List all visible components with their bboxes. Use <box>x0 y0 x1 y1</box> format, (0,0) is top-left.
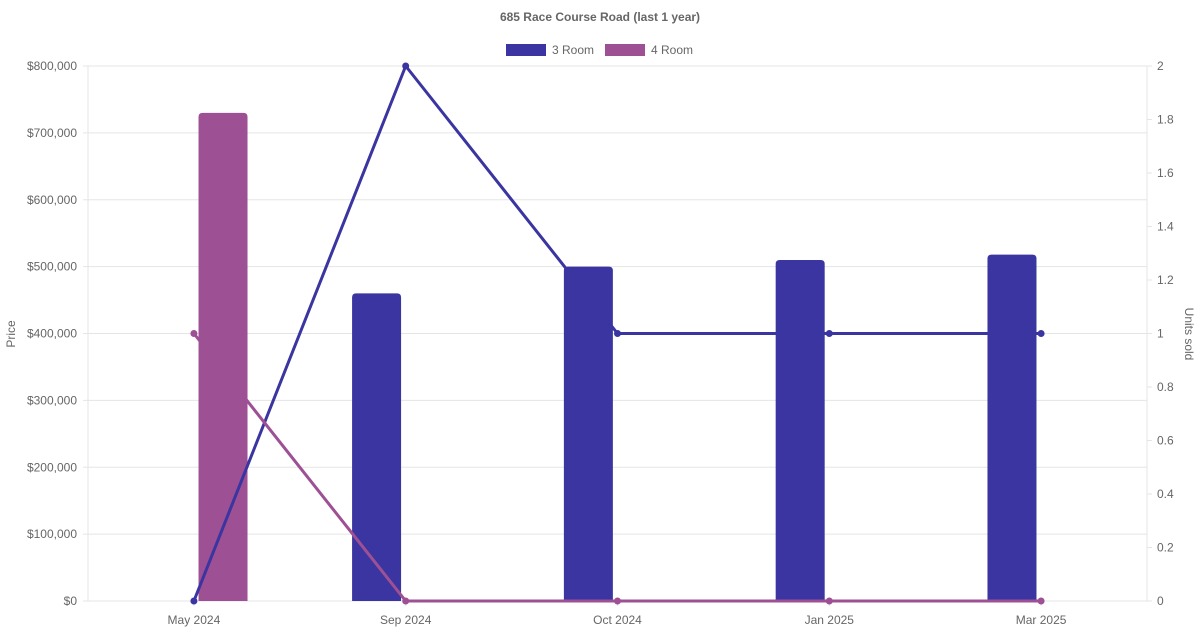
bar-3-room <box>352 293 402 601</box>
y-right-tick-label: 1 <box>1157 327 1164 341</box>
y-right-tick-label: 0.2 <box>1157 541 1174 555</box>
bar-3-room <box>563 266 613 601</box>
units-point-3-room <box>614 330 621 337</box>
y-right-tick-label: 2 <box>1157 59 1164 73</box>
legend-label-3-room: 3 Room <box>552 43 594 57</box>
unit-lines <box>190 62 1045 605</box>
units-point-3-room <box>402 62 410 70</box>
legend-swatch-3-room <box>506 44 546 56</box>
y-right-tick-label: 0.4 <box>1157 487 1174 501</box>
x-tick-label: Sep 2024 <box>380 613 432 627</box>
bar-3-room <box>775 259 825 601</box>
y-left-tick-label: $600,000 <box>27 193 77 207</box>
chart-title: 685 Race Course Road (last 1 year) <box>500 10 700 24</box>
y-left-tick-label: $400,000 <box>27 327 77 341</box>
y-right-tick-label: 1.2 <box>1157 273 1174 287</box>
units-point-3-room <box>825 330 833 337</box>
y-right-tick-label: 1.4 <box>1157 220 1174 234</box>
legend-swatch-4-room <box>605 44 645 56</box>
y-left-tick-label: $200,000 <box>27 460 77 474</box>
y-axis-left-title: Price <box>4 320 18 348</box>
units-point-4-room <box>190 330 198 337</box>
y-left-tick-label: $0 <box>64 594 78 608</box>
bar-3-room <box>987 254 1037 601</box>
y-right-tick-label: 1.8 <box>1157 113 1174 127</box>
y-left-tick-label: $700,000 <box>27 126 77 140</box>
units-point-3-room <box>1037 330 1045 337</box>
y-left-tick-label: $300,000 <box>27 393 77 407</box>
units-point-3-room <box>190 597 198 605</box>
y-right-tick-label: 0 <box>1157 594 1164 608</box>
y-left-tick-label: $500,000 <box>27 260 77 274</box>
y-left-tick-label: $800,000 <box>27 59 77 73</box>
y-right-tick-label: 0.6 <box>1157 434 1174 448</box>
units-point-4-room <box>825 597 833 605</box>
units-point-4-room <box>1037 597 1045 605</box>
x-tick-label: Oct 2024 <box>593 613 642 627</box>
x-tick-label: May 2024 <box>168 613 221 627</box>
x-tick-label: Jan 2025 <box>805 613 855 627</box>
bars <box>198 112 1037 601</box>
y-right-tick-label: 1.6 <box>1157 166 1174 180</box>
units-point-4-room <box>402 597 410 605</box>
x-axis: May 2024 Sep 2024 Oct 2024 Jan 2025 Mar 2025 <box>168 613 1067 627</box>
legend-label-4-room: 4 Room <box>651 43 693 57</box>
legend[interactable]: 3 Room 4 Room <box>506 43 693 57</box>
y-right-tick-label: 0.8 <box>1157 380 1174 394</box>
y-axis-right-title: Units sold <box>1182 308 1196 361</box>
x-tick-label: Mar 2025 <box>1016 613 1067 627</box>
y-axis-left: $0 $100,000 $200,000 $300,000 $400,000 $500,0… <box>27 59 77 608</box>
y-axis-right: 0 0.2 0.4 0.6 0.8 1 1.2 1.4 1.6 1.8 2 <box>1157 59 1174 608</box>
y-left-tick-label: $100,000 <box>27 527 77 541</box>
bar-4-room <box>198 112 248 601</box>
units-point-4-room <box>614 597 621 605</box>
